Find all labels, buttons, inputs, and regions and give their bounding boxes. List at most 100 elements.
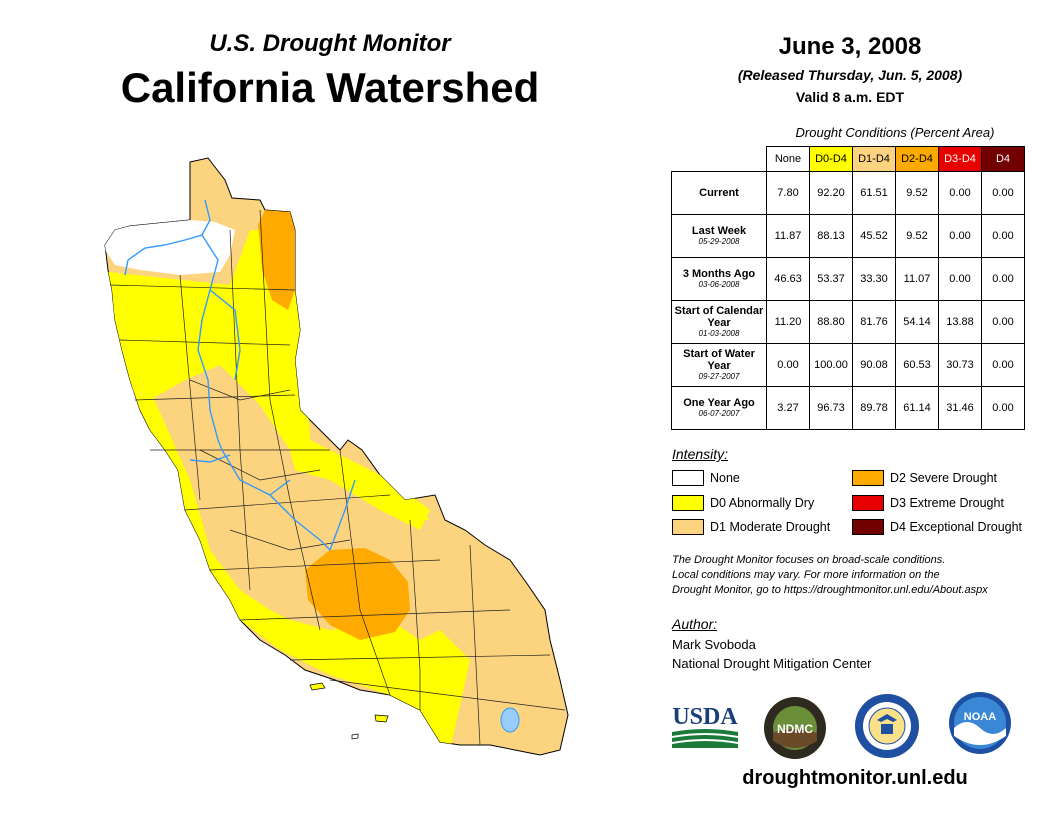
legend-label: D2 Severe Drought <box>890 471 998 485</box>
watershed-boundaries <box>109 209 566 746</box>
table-cell: 0.00 <box>981 343 1025 387</box>
col-header-d4: D4 <box>981 146 1025 172</box>
ndmc-logo-text: NDMC <box>777 722 813 736</box>
row-label: Last Week 05-29-2008 <box>671 214 767 258</box>
rivers <box>124 199 356 551</box>
table-cell: 0.00 <box>938 214 982 258</box>
noaa-logo-text: NOAA <box>964 711 996 723</box>
table-cell: 60.53 <box>895 343 939 387</box>
table-cell: 0.00 <box>981 214 1025 258</box>
table-corner <box>671 146 767 172</box>
row-label: One Year Ago 06-07-2007 <box>671 386 767 430</box>
table-row: 3 Months Ago 03-06-2008 46.63 53.37 33.30… <box>671 257 1025 301</box>
table-cell: 81.76 <box>852 300 896 344</box>
usda-logo: USDA <box>672 704 738 748</box>
row-title: Last Week <box>691 225 747 237</box>
table-cell: 0.00 <box>766 343 810 387</box>
table-cell: 61.51 <box>852 171 896 215</box>
table-row: Start of Calendar Year 01-03-2008 11.20 8… <box>671 300 1025 344</box>
table-cell: 7.80 <box>766 171 810 215</box>
drought-area-d0-north <box>105 230 430 520</box>
row-label: 3 Months Ago 03-06-2008 <box>671 257 767 301</box>
table-cell: 11.87 <box>766 214 810 258</box>
salton-sea <box>500 707 520 733</box>
row-date: 09-27-2007 <box>698 372 740 381</box>
author-name: Mark Svoboda <box>672 637 756 652</box>
map-date: June 3, 2008 <box>778 33 922 60</box>
drought-area-d2-south <box>305 548 410 640</box>
table-cell: 96.73 <box>809 386 853 430</box>
table-cell: 45.52 <box>852 214 896 258</box>
website-link[interactable]: droughtmonitor.unl.edu <box>742 767 968 789</box>
row-date: 06-07-2007 <box>698 409 740 418</box>
table-cell: 0.00 <box>938 257 982 301</box>
author-title: Author: <box>672 616 718 632</box>
california-watershed-map <box>104 157 569 756</box>
legend-item-d0: D0 Abnormally Dry <box>672 495 814 511</box>
legend-swatch <box>852 470 884 486</box>
row-date: 05-29-2008 <box>698 237 740 246</box>
col-header-d3-d4: D3-D4 <box>938 146 982 172</box>
table-cell: 9.52 <box>895 214 939 258</box>
legend-item-none: None <box>672 470 740 486</box>
row-label: Start of Water Year 09-27-2007 <box>671 343 767 387</box>
channel-island-1 <box>309 682 326 691</box>
table-cell: 33.30 <box>852 257 896 301</box>
valid-time: Valid 8 a.m. EDT <box>795 89 905 105</box>
map-subtitle: U.S. Drought Monitor <box>209 30 451 57</box>
row-title: Current <box>699 187 739 199</box>
usda-logo-text: USDA <box>672 704 738 730</box>
drought-conditions-table: None D0-D4 D1-D4 D2-D4 D3-D4 D4 Current … <box>671 146 1025 430</box>
table-cell: 88.13 <box>809 214 853 258</box>
table-row: Current 7.80 92.20 61.51 9.52 0.00 0.00 <box>671 171 1025 215</box>
channel-island-2 <box>374 714 389 723</box>
col-header-none: None <box>766 146 810 172</box>
table-cell: 61.14 <box>895 386 939 430</box>
drought-monitor-note: The Drought Monitor focuses on broad-sca… <box>672 553 1042 598</box>
col-header-d1-d4: D1-D4 <box>852 146 896 172</box>
row-title: One Year Ago <box>683 397 755 409</box>
table-cell: 89.78 <box>852 386 896 430</box>
table-cell: 30.73 <box>938 343 982 387</box>
table-row: One Year Ago 06-07-2007 3.27 96.73 89.78 … <box>671 386 1025 430</box>
legend-item-d4: D4 Exceptional Drought <box>852 519 1022 535</box>
legend-label: D3 Extreme Drought <box>890 496 1004 510</box>
legend-swatch <box>852 495 884 511</box>
note-line: Local conditions may vary. For more info… <box>672 569 940 581</box>
table-cell: 11.07 <box>895 257 939 301</box>
legend-swatch <box>672 519 704 535</box>
row-label: Current <box>671 171 767 215</box>
table-cell: 11.20 <box>766 300 810 344</box>
map-title: California Watershed <box>120 64 540 111</box>
drought-area-d0-sierra <box>290 450 430 530</box>
table-cell: 54.14 <box>895 300 939 344</box>
commerce-seal-logo <box>855 694 919 758</box>
conditions-title: Drought Conditions (Percent Area) <box>795 125 995 140</box>
table-cell: 53.37 <box>809 257 853 301</box>
table-cell: 92.20 <box>809 171 853 215</box>
table-cell: 3.27 <box>766 386 810 430</box>
table-row: Last Week 05-29-2008 11.87 88.13 45.52 9.… <box>671 214 1025 258</box>
col-header-d0-d4: D0-D4 <box>809 146 853 172</box>
row-label: Start of Calendar Year 01-03-2008 <box>671 300 767 344</box>
table-cell: 0.00 <box>981 257 1025 301</box>
noaa-logo: NOAA <box>949 692 1011 754</box>
legend-title: Intensity: <box>672 446 729 462</box>
legend-label: None <box>710 471 740 485</box>
note-line: The Drought Monitor focuses on broad-sca… <box>672 554 946 566</box>
row-date: 01-03-2008 <box>698 329 740 338</box>
table-cell: 0.00 <box>981 386 1025 430</box>
ndmc-logo: NDMC <box>764 697 826 759</box>
legend-item-d2: D2 Severe Drought <box>852 470 997 486</box>
table-cell: 9.52 <box>895 171 939 215</box>
legend-label: D4 Exceptional Drought <box>890 520 1023 534</box>
author-organization: National Drought Mitigation Center <box>672 656 872 671</box>
table-row: Start of Water Year 09-27-2007 0.00 100.0… <box>671 343 1025 387</box>
release-date: (Released Thursday, Jun. 5, 2008) <box>737 67 963 83</box>
row-title: Start of Calendar Year <box>674 305 764 329</box>
row-title: Start of Water Year <box>683 348 755 372</box>
legend-swatch <box>852 519 884 535</box>
legend-label: D0 Abnormally Dry <box>710 496 815 510</box>
channel-island-3 <box>351 733 359 740</box>
table-cell: 0.00 <box>981 300 1025 344</box>
